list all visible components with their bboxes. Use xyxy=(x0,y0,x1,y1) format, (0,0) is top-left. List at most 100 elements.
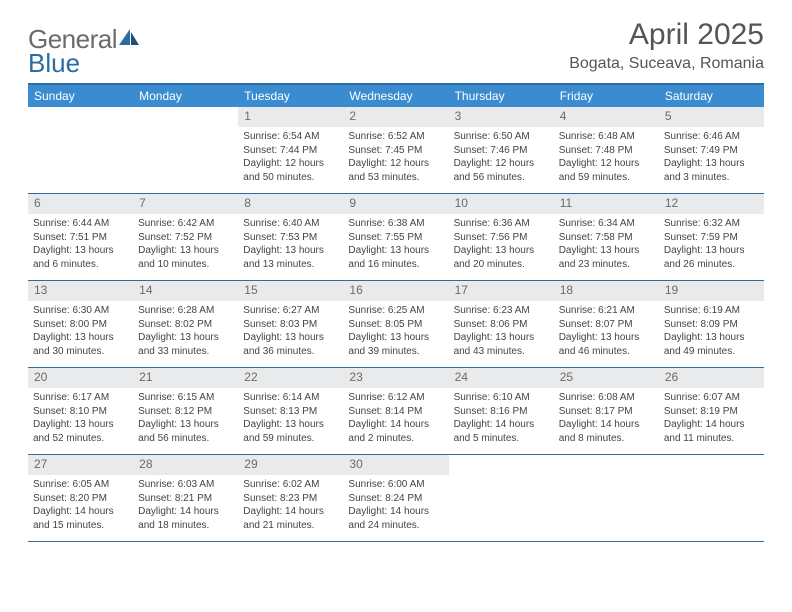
daylight-text: Daylight: 12 hours and 59 minutes. xyxy=(559,157,654,184)
sunrise-text: Sunrise: 6:46 AM xyxy=(664,130,759,144)
sunrise-text: Sunrise: 6:07 AM xyxy=(664,391,759,405)
sunset-text: Sunset: 8:03 PM xyxy=(243,318,338,332)
week-row: 20Sunrise: 6:17 AMSunset: 8:10 PMDayligh… xyxy=(28,368,764,455)
day-number: 18 xyxy=(554,281,659,301)
sunset-text: Sunset: 8:23 PM xyxy=(243,492,338,506)
day-number: 30 xyxy=(343,455,448,475)
day-cell: 20Sunrise: 6:17 AMSunset: 8:10 PMDayligh… xyxy=(28,368,133,454)
week-row: 6Sunrise: 6:44 AMSunset: 7:51 PMDaylight… xyxy=(28,194,764,281)
sunrise-text: Sunrise: 6:00 AM xyxy=(348,478,443,492)
daylight-text: Daylight: 14 hours and 2 minutes. xyxy=(348,418,443,445)
sunrise-text: Sunrise: 6:25 AM xyxy=(348,304,443,318)
day-number xyxy=(659,455,764,475)
day-cell: 7Sunrise: 6:42 AMSunset: 7:52 PMDaylight… xyxy=(133,194,238,280)
sunrise-text: Sunrise: 6:10 AM xyxy=(454,391,549,405)
day-cell xyxy=(133,107,238,193)
day-number: 4 xyxy=(554,107,659,127)
day-number: 21 xyxy=(133,368,238,388)
daylight-text: Daylight: 13 hours and 39 minutes. xyxy=(348,331,443,358)
day-number: 17 xyxy=(449,281,554,301)
day-body: Sunrise: 6:32 AMSunset: 7:59 PMDaylight:… xyxy=(659,214,764,277)
daylight-text: Daylight: 13 hours and 13 minutes. xyxy=(243,244,338,271)
sunset-text: Sunset: 7:45 PM xyxy=(348,144,443,158)
sunrise-text: Sunrise: 6:54 AM xyxy=(243,130,338,144)
day-number xyxy=(133,107,238,127)
week-row: 13Sunrise: 6:30 AMSunset: 8:00 PMDayligh… xyxy=(28,281,764,368)
sunset-text: Sunset: 7:49 PM xyxy=(664,144,759,158)
location: Bogata, Suceava, Romania xyxy=(569,55,764,73)
day-body: Sunrise: 6:23 AMSunset: 8:06 PMDaylight:… xyxy=(449,301,554,364)
sunrise-text: Sunrise: 6:27 AM xyxy=(243,304,338,318)
sunset-text: Sunset: 8:14 PM xyxy=(348,405,443,419)
daylight-text: Daylight: 12 hours and 56 minutes. xyxy=(454,157,549,184)
sunrise-text: Sunrise: 6:14 AM xyxy=(243,391,338,405)
day-body: Sunrise: 6:15 AMSunset: 8:12 PMDaylight:… xyxy=(133,388,238,451)
dow-wed: Wednesday xyxy=(343,89,448,103)
day-number: 8 xyxy=(238,194,343,214)
sunset-text: Sunset: 8:10 PM xyxy=(33,405,128,419)
brand-blue: Blue xyxy=(28,48,80,79)
day-body xyxy=(28,127,133,136)
day-cell: 17Sunrise: 6:23 AMSunset: 8:06 PMDayligh… xyxy=(449,281,554,367)
daylight-text: Daylight: 13 hours and 33 minutes. xyxy=(138,331,233,358)
day-number: 13 xyxy=(28,281,133,301)
daylight-text: Daylight: 13 hours and 52 minutes. xyxy=(33,418,128,445)
day-body: Sunrise: 6:02 AMSunset: 8:23 PMDaylight:… xyxy=(238,475,343,538)
sunset-text: Sunset: 8:21 PM xyxy=(138,492,233,506)
day-body: Sunrise: 6:03 AMSunset: 8:21 PMDaylight:… xyxy=(133,475,238,538)
weeks-container: 1Sunrise: 6:54 AMSunset: 7:44 PMDaylight… xyxy=(28,107,764,542)
dow-sun: Sunday xyxy=(28,89,133,103)
sunrise-text: Sunrise: 6:30 AM xyxy=(33,304,128,318)
daylight-text: Daylight: 13 hours and 43 minutes. xyxy=(454,331,549,358)
sunrise-text: Sunrise: 6:40 AM xyxy=(243,217,338,231)
sunrise-text: Sunrise: 6:15 AM xyxy=(138,391,233,405)
day-body: Sunrise: 6:07 AMSunset: 8:19 PMDaylight:… xyxy=(659,388,764,451)
day-cell: 11Sunrise: 6:34 AMSunset: 7:58 PMDayligh… xyxy=(554,194,659,280)
sunset-text: Sunset: 7:44 PM xyxy=(243,144,338,158)
day-body xyxy=(554,475,659,484)
sunset-text: Sunset: 8:13 PM xyxy=(243,405,338,419)
day-cell: 23Sunrise: 6:12 AMSunset: 8:14 PMDayligh… xyxy=(343,368,448,454)
daylight-text: Daylight: 13 hours and 36 minutes. xyxy=(243,331,338,358)
dow-thu: Thursday xyxy=(449,89,554,103)
sunrise-text: Sunrise: 6:08 AM xyxy=(559,391,654,405)
day-cell: 1Sunrise: 6:54 AMSunset: 7:44 PMDaylight… xyxy=(238,107,343,193)
sunset-text: Sunset: 8:05 PM xyxy=(348,318,443,332)
sunset-text: Sunset: 7:48 PM xyxy=(559,144,654,158)
day-cell: 12Sunrise: 6:32 AMSunset: 7:59 PMDayligh… xyxy=(659,194,764,280)
day-body: Sunrise: 6:27 AMSunset: 8:03 PMDaylight:… xyxy=(238,301,343,364)
day-number: 12 xyxy=(659,194,764,214)
day-body: Sunrise: 6:19 AMSunset: 8:09 PMDaylight:… xyxy=(659,301,764,364)
day-body: Sunrise: 6:46 AMSunset: 7:49 PMDaylight:… xyxy=(659,127,764,190)
day-number: 15 xyxy=(238,281,343,301)
day-body: Sunrise: 6:38 AMSunset: 7:55 PMDaylight:… xyxy=(343,214,448,277)
sunrise-text: Sunrise: 6:50 AM xyxy=(454,130,549,144)
day-cell: 25Sunrise: 6:08 AMSunset: 8:17 PMDayligh… xyxy=(554,368,659,454)
day-number: 11 xyxy=(554,194,659,214)
day-body xyxy=(133,127,238,136)
day-body: Sunrise: 6:52 AMSunset: 7:45 PMDaylight:… xyxy=(343,127,448,190)
sunset-text: Sunset: 7:51 PM xyxy=(33,231,128,245)
dow-mon: Monday xyxy=(133,89,238,103)
day-body: Sunrise: 6:48 AMSunset: 7:48 PMDaylight:… xyxy=(554,127,659,190)
daylight-text: Daylight: 13 hours and 59 minutes. xyxy=(243,418,338,445)
sunset-text: Sunset: 7:59 PM xyxy=(664,231,759,245)
daylight-text: Daylight: 14 hours and 21 minutes. xyxy=(243,505,338,532)
day-body: Sunrise: 6:12 AMSunset: 8:14 PMDaylight:… xyxy=(343,388,448,451)
sunset-text: Sunset: 8:24 PM xyxy=(348,492,443,506)
month-title: April 2025 xyxy=(569,18,764,51)
day-number: 20 xyxy=(28,368,133,388)
brand-sail-icon xyxy=(118,28,140,51)
sunset-text: Sunset: 7:53 PM xyxy=(243,231,338,245)
day-number: 3 xyxy=(449,107,554,127)
sunrise-text: Sunrise: 6:32 AM xyxy=(664,217,759,231)
day-number: 25 xyxy=(554,368,659,388)
sunset-text: Sunset: 7:56 PM xyxy=(454,231,549,245)
sunrise-text: Sunrise: 6:34 AM xyxy=(559,217,654,231)
daylight-text: Daylight: 13 hours and 30 minutes. xyxy=(33,331,128,358)
day-number: 9 xyxy=(343,194,448,214)
daylight-text: Daylight: 14 hours and 8 minutes. xyxy=(559,418,654,445)
day-number: 26 xyxy=(659,368,764,388)
day-cell xyxy=(449,455,554,541)
dow-fri: Friday xyxy=(554,89,659,103)
